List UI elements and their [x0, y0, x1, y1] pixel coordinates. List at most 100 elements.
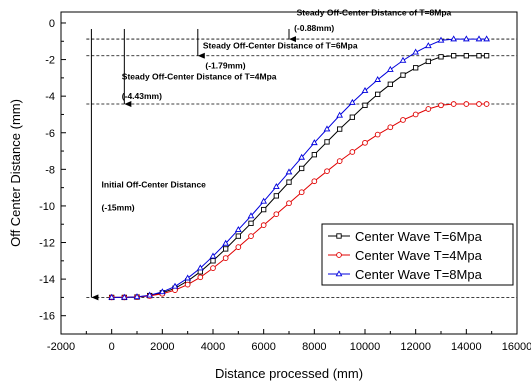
- data-point-circle: [210, 265, 216, 271]
- annotation-label: Steady Off-Center Distance of T=4Mpa: [122, 72, 277, 82]
- data-point-triangle: [412, 48, 420, 55]
- x-tick-label: -2000: [47, 341, 75, 353]
- data-point-square: [438, 54, 444, 60]
- data-point-circle: [362, 139, 368, 146]
- y-tick-label: -4: [45, 91, 55, 103]
- data-point-square: [248, 220, 254, 226]
- annotation-label: Steady Off-Center Distance of T=8Mpa: [297, 8, 452, 18]
- data-point-square: [337, 126, 343, 132]
- annotation-texts: Steady Off-Center Distance of T=8Mpa (-0.…: [102, 8, 452, 213]
- data-point-triangle: [272, 183, 280, 189]
- data-point-square: [223, 246, 229, 252]
- data-point-square: [273, 193, 279, 199]
- y-tick-label: 0: [49, 18, 55, 30]
- data-point-circle: [248, 233, 254, 239]
- data-point-square: [324, 139, 330, 145]
- x-tick-label: 4000: [201, 341, 225, 353]
- annotation-label: (-1.79mm): [205, 61, 245, 71]
- data-point-triangle: [361, 86, 369, 93]
- data-point-square: [483, 53, 490, 59]
- data-point-triangle: [462, 35, 470, 42]
- data-point-circle: [336, 158, 343, 164]
- y-tick-label: -14: [39, 274, 55, 286]
- data-point-square: [235, 233, 241, 239]
- annotation-label: (-15mm): [102, 203, 135, 213]
- legend-entry-label: Center Wave T=4Mpa: [355, 248, 483, 263]
- x-axis-label: Distance processed (mm): [215, 366, 363, 381]
- data-point-square: [299, 165, 305, 172]
- annotation-label: (-4.43mm): [122, 91, 162, 101]
- y-tick-label: -2: [45, 55, 55, 67]
- data-point-circle: [438, 102, 444, 109]
- data-point-square: [261, 206, 267, 213]
- data-point-square: [400, 72, 406, 78]
- data-point-triangle: [450, 35, 458, 42]
- data-point-triangle: [196, 264, 204, 271]
- x-tick-label: 12000: [400, 341, 431, 353]
- data-point-triangle: [483, 35, 490, 42]
- x-tick-label: 6000: [251, 341, 275, 353]
- data-point-triangle: [146, 291, 154, 298]
- data-point-circle: [463, 101, 470, 107]
- data-point-triangle: [335, 270, 343, 277]
- data-point-triangle: [234, 226, 242, 232]
- data-point-square: [451, 53, 457, 59]
- reference-lines: [86, 38, 517, 298]
- annotation-label: Initial Off-Center Distance: [102, 180, 207, 190]
- data-point-circle: [336, 252, 342, 258]
- data-point-triangle: [120, 293, 128, 300]
- data-point-square: [286, 179, 292, 185]
- legend-box: [321, 223, 514, 286]
- data-point-triangle: [437, 36, 445, 43]
- data-point-circle: [450, 101, 457, 107]
- annotation-label: Steady Off-Center Distance of T=6Mpa: [203, 41, 358, 51]
- legend-entry-label: Center Wave T=6Mpa: [355, 229, 483, 244]
- data-point-circle: [387, 124, 394, 131]
- data-point-circle: [286, 200, 292, 207]
- data-point-circle: [400, 117, 406, 123]
- data-point-triangle: [399, 56, 407, 63]
- y-tick-label: -16: [39, 311, 55, 323]
- y-tick-label: -10: [39, 201, 55, 213]
- x-tick-label: 14000: [451, 341, 482, 353]
- data-point-circle: [273, 211, 280, 218]
- data-point-circle: [222, 255, 229, 261]
- data-point-triangle: [348, 98, 356, 105]
- x-tick-label: 0: [109, 341, 115, 353]
- data-point-circle: [184, 281, 191, 288]
- data-point-circle: [235, 244, 242, 250]
- data-point-square: [336, 233, 342, 239]
- data-point-circle: [197, 274, 204, 281]
- annotation-arrows: [90, 28, 296, 301]
- data-point-square: [387, 81, 393, 87]
- data-point-square: [311, 152, 317, 158]
- data-point-triangle: [133, 293, 141, 300]
- data-point-triangle: [386, 65, 394, 72]
- data-point-square: [375, 91, 381, 97]
- data-point-triangle: [222, 239, 230, 246]
- data-point-square: [210, 258, 216, 264]
- x-tick-label: 16000: [502, 341, 531, 353]
- series-markers: [108, 35, 490, 301]
- data-point-square: [476, 53, 482, 59]
- data-point-triangle: [424, 42, 432, 49]
- data-point-circle: [476, 101, 482, 107]
- y-axis-ticks: 0 -2 -4 -6 -8 -10 -12 -14 -16: [39, 18, 66, 335]
- x-tick-label: 2000: [150, 341, 174, 353]
- data-point-circle: [374, 131, 381, 138]
- data-point-triangle: [336, 111, 344, 118]
- data-point-square: [463, 53, 469, 59]
- data-point-triangle: [209, 252, 217, 259]
- data-point-triangle: [184, 274, 192, 281]
- y-tick-label: -8: [45, 164, 55, 176]
- data-point-circle: [349, 149, 356, 155]
- x-axis-ticks: -2000 0 2000 4000 6000 8000 10000 12000 14000 160…: [47, 329, 531, 353]
- x-tick-label: 8000: [302, 341, 326, 353]
- data-point-triangle: [310, 139, 318, 146]
- y-axis-label: Off Center Distance (mm): [8, 99, 23, 247]
- data-point-triangle: [158, 288, 166, 295]
- legend-entry-label: Center Wave T=8Mpa: [355, 267, 483, 282]
- data-point-triangle: [108, 293, 116, 300]
